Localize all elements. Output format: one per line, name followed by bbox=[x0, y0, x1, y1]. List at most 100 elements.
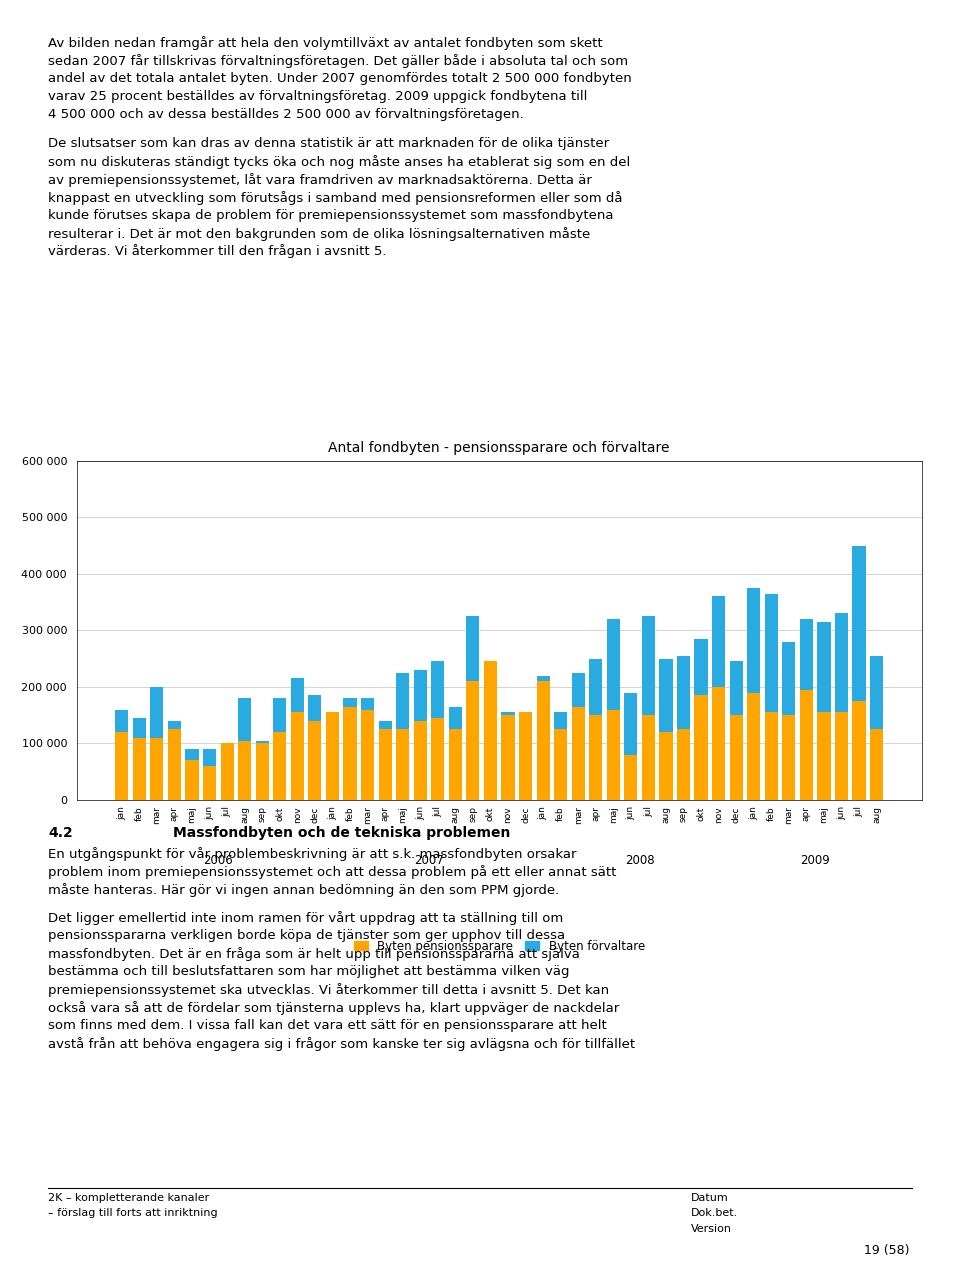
Bar bbox=[677, 730, 690, 800]
Text: 4 500 000 och av dessa beställdes 2 500 000 av förvaltningsföretagen.: 4 500 000 och av dessa beställdes 2 500 … bbox=[48, 108, 524, 120]
Bar bbox=[782, 716, 796, 800]
Bar bbox=[642, 716, 655, 800]
Bar bbox=[448, 707, 462, 730]
Bar bbox=[712, 687, 725, 800]
Text: pensionsspararna verkligen borde köpa de tjänster som ger upphov till dessa: pensionsspararna verkligen borde köpa de… bbox=[48, 929, 565, 942]
Bar bbox=[325, 713, 339, 800]
Bar bbox=[835, 713, 848, 800]
Bar bbox=[255, 744, 269, 800]
Text: som finns med dem. I vissa fall kan det vara ett sätt för en pensionssparare att: som finns med dem. I vissa fall kan det … bbox=[48, 1019, 607, 1032]
Bar bbox=[817, 622, 830, 713]
Text: massfondbyten. Det är en fråga som är helt upp till pensionsspararna att själva: massfondbyten. Det är en fråga som är he… bbox=[48, 947, 580, 961]
Bar bbox=[274, 732, 286, 800]
Bar bbox=[396, 730, 409, 800]
Text: knappast en utveckling som förutsågs i samband med pensionsreformen eller som då: knappast en utveckling som förutsågs i s… bbox=[48, 191, 622, 205]
Text: – förslag till forts att inriktning: – förslag till forts att inriktning bbox=[48, 1208, 218, 1219]
Bar bbox=[291, 678, 304, 713]
Bar bbox=[660, 732, 673, 800]
Bar bbox=[554, 713, 567, 730]
Bar bbox=[344, 699, 356, 707]
Text: av premiepensionssystemet, låt vara framdriven av marknadsaktörerna. Detta är: av premiepensionssystemet, låt vara fram… bbox=[48, 173, 592, 187]
Bar bbox=[308, 721, 322, 800]
Bar bbox=[800, 620, 813, 690]
Bar bbox=[571, 673, 585, 707]
Bar bbox=[396, 673, 409, 730]
Bar bbox=[852, 545, 866, 701]
Bar bbox=[537, 676, 550, 681]
Bar bbox=[870, 730, 883, 800]
Bar bbox=[185, 749, 199, 760]
Bar bbox=[203, 749, 216, 765]
Bar bbox=[238, 699, 252, 741]
Text: andel av det totala antalet byten. Under 2007 genomfördes totalt 2 500 000 fondb: andel av det totala antalet byten. Under… bbox=[48, 72, 632, 84]
Bar bbox=[431, 718, 444, 800]
Bar bbox=[168, 721, 181, 730]
Bar bbox=[378, 730, 392, 800]
Bar bbox=[870, 655, 883, 730]
Bar bbox=[132, 718, 146, 737]
Bar bbox=[730, 716, 743, 800]
Bar bbox=[501, 713, 515, 716]
Text: värderas. Vi återkommer till den frågan i avsnitt 5.: värderas. Vi återkommer till den frågan … bbox=[48, 244, 387, 259]
Bar bbox=[765, 713, 778, 800]
Bar bbox=[151, 687, 163, 737]
Text: sedan 2007 får tillskrivas förvaltningsföretagen. Det gäller både i absoluta tal: sedan 2007 får tillskrivas förvaltningsf… bbox=[48, 54, 628, 68]
Bar bbox=[624, 755, 637, 800]
Text: varav 25 procent beställdes av förvaltningsföretag. 2009 uppgick fondbytena till: varav 25 procent beställdes av förvaltni… bbox=[48, 90, 588, 102]
Text: 4.2: 4.2 bbox=[48, 826, 73, 840]
Bar bbox=[537, 681, 550, 800]
Bar bbox=[448, 730, 462, 800]
Bar bbox=[203, 765, 216, 800]
Bar bbox=[185, 760, 199, 800]
Bar bbox=[115, 732, 129, 800]
Text: Det ligger emellertid inte inom ramen för vårt uppdrag att ta ställning till om: Det ligger emellertid inte inom ramen fö… bbox=[48, 911, 564, 925]
Bar bbox=[730, 662, 743, 716]
Text: avstå från att behöva engagera sig i frågor som kanske ter sig avlägsna och för : avstå från att behöva engagera sig i frå… bbox=[48, 1037, 636, 1051]
Bar bbox=[765, 594, 778, 713]
Text: 2007: 2007 bbox=[414, 854, 444, 867]
Bar bbox=[607, 620, 620, 709]
Text: resulterar i. Det är mot den bakgrunden som de olika lösningsalternativen måste: resulterar i. Det är mot den bakgrunden … bbox=[48, 227, 590, 241]
Bar bbox=[835, 613, 848, 713]
Bar bbox=[589, 659, 602, 716]
Text: Dok.bet.: Dok.bet. bbox=[691, 1208, 738, 1219]
Bar bbox=[238, 741, 252, 800]
Bar bbox=[378, 721, 392, 730]
Bar bbox=[782, 641, 796, 716]
Bar bbox=[414, 669, 427, 721]
Bar bbox=[168, 730, 181, 800]
Bar bbox=[554, 730, 567, 800]
Bar bbox=[467, 681, 479, 800]
Bar bbox=[519, 713, 532, 800]
Bar bbox=[712, 596, 725, 687]
Bar bbox=[414, 721, 427, 800]
Bar bbox=[677, 655, 690, 730]
Bar bbox=[571, 707, 585, 800]
Bar bbox=[255, 741, 269, 744]
Text: 2K – kompletterande kanaler: 2K – kompletterande kanaler bbox=[48, 1193, 209, 1203]
Text: 2009: 2009 bbox=[801, 854, 830, 867]
Bar bbox=[484, 662, 497, 800]
Text: Av bilden nedan framgår att hela den volymtillväxt av antalet fondbyten som sket: Av bilden nedan framgår att hela den vol… bbox=[48, 36, 603, 50]
Bar bbox=[747, 692, 760, 800]
Bar bbox=[361, 699, 374, 709]
Bar bbox=[291, 713, 304, 800]
Title: Antal fondbyten - pensionssparare och förvaltare: Antal fondbyten - pensionssparare och fö… bbox=[328, 442, 670, 456]
Bar bbox=[694, 695, 708, 800]
Text: också vara så att de fördelar som tjänsterna upplevs ha, klart uppväger de nackd: också vara så att de fördelar som tjänst… bbox=[48, 1001, 619, 1015]
Text: En utgångspunkt för vår problembeskrivning är att s.k. massfondbyten orsakar: En utgångspunkt för vår problembeskrivni… bbox=[48, 847, 577, 861]
Bar bbox=[344, 707, 356, 800]
Bar bbox=[747, 588, 760, 692]
Text: 2006: 2006 bbox=[204, 854, 233, 867]
Bar bbox=[501, 716, 515, 800]
Text: Massfondbyten och de tekniska problemen: Massfondbyten och de tekniska problemen bbox=[173, 826, 510, 840]
Bar bbox=[694, 639, 708, 695]
Bar bbox=[308, 695, 322, 721]
Bar bbox=[800, 690, 813, 800]
Bar bbox=[660, 659, 673, 732]
Text: som nu diskuteras ständigt tycks öka och nog måste anses ha etablerat sig som en: som nu diskuteras ständigt tycks öka och… bbox=[48, 155, 631, 169]
Bar bbox=[431, 662, 444, 718]
Text: Datum: Datum bbox=[691, 1193, 729, 1203]
Text: premiepensionssystemet ska utvecklas. Vi återkommer till detta i avsnitt 5. Det : premiepensionssystemet ska utvecklas. Vi… bbox=[48, 983, 610, 997]
Bar bbox=[115, 709, 129, 732]
